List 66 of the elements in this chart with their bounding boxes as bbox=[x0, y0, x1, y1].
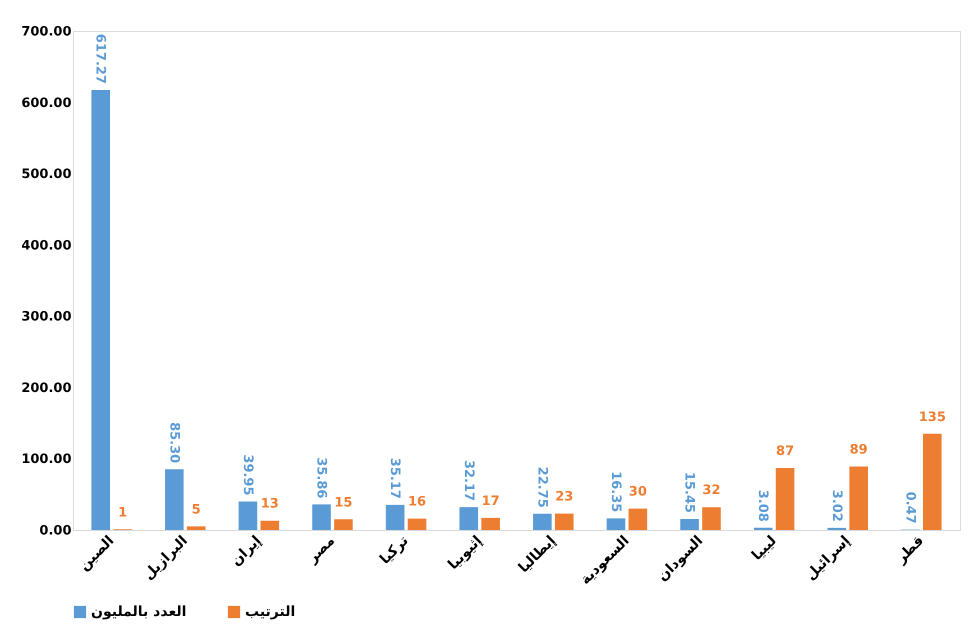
bar bbox=[628, 508, 648, 530]
bar bbox=[481, 518, 500, 530]
data-label: 5 bbox=[192, 502, 201, 518]
data-label: 39.95 bbox=[240, 454, 255, 496]
data-label: 85.30 bbox=[166, 422, 182, 464]
bar bbox=[533, 514, 552, 530]
bar bbox=[606, 518, 626, 530]
data-label: 32.17 bbox=[460, 460, 476, 502]
x-tick-label: السعودية bbox=[577, 532, 633, 588]
bar bbox=[849, 466, 868, 530]
bar bbox=[165, 469, 184, 530]
bar bbox=[776, 468, 794, 530]
data-label: 3.08 bbox=[755, 490, 770, 522]
y-tick-label: 100.00 bbox=[21, 452, 72, 468]
x-tick-label: تركيا bbox=[377, 532, 412, 568]
x-tick-label: قطر bbox=[892, 532, 928, 568]
data-label: 1 bbox=[118, 505, 128, 520]
x-tick-label: الصين bbox=[76, 532, 118, 574]
data-label: 17 bbox=[482, 494, 500, 509]
x-tick-label: ليبيا bbox=[748, 532, 780, 564]
bar bbox=[334, 519, 353, 530]
x-tick-label: إثيوبيا bbox=[445, 532, 486, 573]
y-tick-label: 600.00 bbox=[21, 96, 72, 111]
data-label: 15.45 bbox=[682, 472, 697, 513]
data-label: 3.02 bbox=[828, 490, 844, 522]
bar bbox=[386, 504, 404, 530]
bar bbox=[680, 518, 699, 530]
data-label: 16 bbox=[408, 494, 426, 510]
bar bbox=[922, 434, 942, 530]
data-label: 32 bbox=[702, 483, 721, 498]
y-tick-label: 400.00 bbox=[21, 238, 72, 254]
data-label: 13 bbox=[260, 496, 279, 512]
y-tick-label: 700.00 bbox=[21, 24, 72, 40]
y-tick-label: 300.00 bbox=[21, 310, 72, 325]
bar bbox=[91, 90, 110, 530]
bar bbox=[702, 507, 721, 530]
bar bbox=[238, 502, 258, 530]
data-label: 617.27 bbox=[92, 34, 108, 84]
bar bbox=[260, 520, 280, 530]
data-label: 15 bbox=[334, 495, 352, 510]
bar bbox=[459, 507, 478, 530]
data-label: 35.17 bbox=[387, 458, 402, 499]
data-label: 135 bbox=[918, 410, 946, 425]
x-tick-label: إيران bbox=[228, 532, 265, 570]
data-label: 0.47 bbox=[902, 492, 918, 524]
y-tick-label: 0.00 bbox=[39, 524, 72, 538]
bar bbox=[408, 518, 426, 530]
y-tick-label: 500.00 bbox=[21, 167, 72, 182]
y-tick-label: 200.00 bbox=[21, 380, 72, 396]
x-tick-label: مصر bbox=[304, 532, 338, 567]
x-tick-label: إيطاليا bbox=[516, 532, 559, 576]
legend-label: الترتيب bbox=[245, 604, 296, 620]
bar bbox=[186, 526, 206, 530]
x-tick-label: البرازيل bbox=[140, 532, 191, 584]
data-label: 87 bbox=[776, 444, 794, 459]
x-tick-label: إسرائيل bbox=[802, 532, 854, 584]
data-label: 22.75 bbox=[534, 466, 550, 508]
data-label: 30 bbox=[628, 484, 647, 500]
bar bbox=[554, 514, 574, 530]
bar bbox=[312, 504, 331, 530]
data-label: 23 bbox=[555, 490, 574, 505]
x-tick-label: السودان bbox=[654, 532, 706, 584]
legend-label: العدد بالمليون bbox=[91, 604, 186, 620]
data-label: 35.86 bbox=[314, 457, 329, 498]
data-label: 89 bbox=[850, 442, 868, 458]
data-label: 16.35 bbox=[608, 471, 623, 512]
